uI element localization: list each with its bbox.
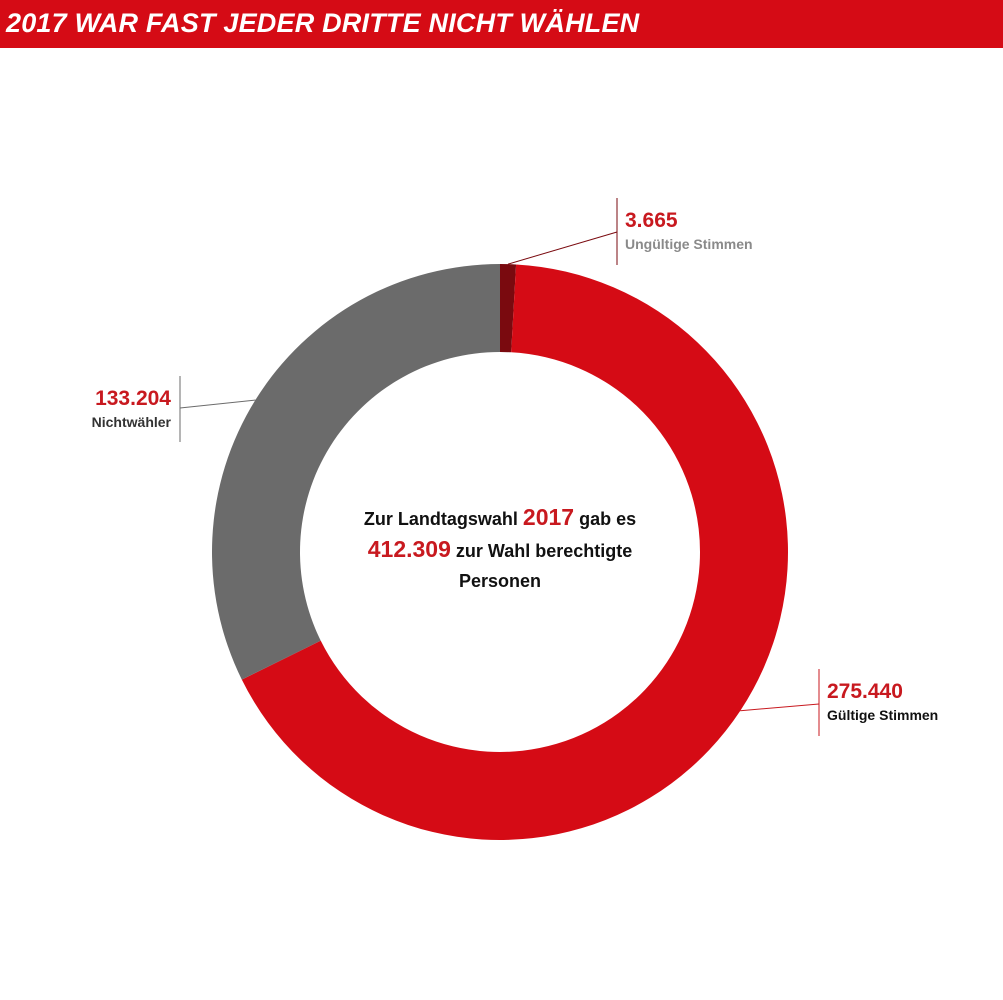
name-invalid: Ungültige Stimmen xyxy=(625,236,753,252)
center-line-2-suffix: zur Wahl berechtigte xyxy=(455,541,633,561)
label-nonvoters: 133.204 Nichtwähler xyxy=(92,386,171,432)
leader-valid xyxy=(740,703,820,712)
value-valid: 275.440 xyxy=(827,680,903,703)
header-bar: 2017 WAR FAST JEDER DRITTE NICHT WÄHLEN xyxy=(0,0,1003,48)
center-line-2: 412.309 zur Wahl berechtigte xyxy=(330,534,670,566)
slice-nonvoters xyxy=(211,264,500,680)
label-valid: 275.440 Gültige Stimmen xyxy=(827,679,938,725)
label-invalid: 3.665 Ungültige Stimmen xyxy=(625,208,753,254)
center-prefix: Zur Landtagswahl xyxy=(363,509,518,529)
center-suffix: gab es xyxy=(579,509,637,529)
slice-invalid xyxy=(500,264,517,353)
center-text: Zur Landtagswahl 2017 gab es 412.309 zur… xyxy=(330,502,670,596)
leader-nonvoters xyxy=(179,399,256,409)
value-nonvoters: 133.204 xyxy=(95,387,171,410)
center-line-1: Zur Landtagswahl 2017 gab es xyxy=(330,502,670,534)
center-year: 2017 xyxy=(522,504,575,530)
value-invalid: 3.665 xyxy=(625,209,678,232)
name-nonvoters: Nichtwähler xyxy=(91,414,171,430)
center-total: 412.309 xyxy=(367,536,451,562)
leader-invalid xyxy=(507,231,618,265)
name-valid: Gültige Stimmen xyxy=(827,707,939,723)
center-line-3: Personen xyxy=(458,571,542,591)
slice-valid xyxy=(241,264,788,841)
page-title: 2017 WAR FAST JEDER DRITTE NICHT WÄHLEN xyxy=(6,8,640,38)
